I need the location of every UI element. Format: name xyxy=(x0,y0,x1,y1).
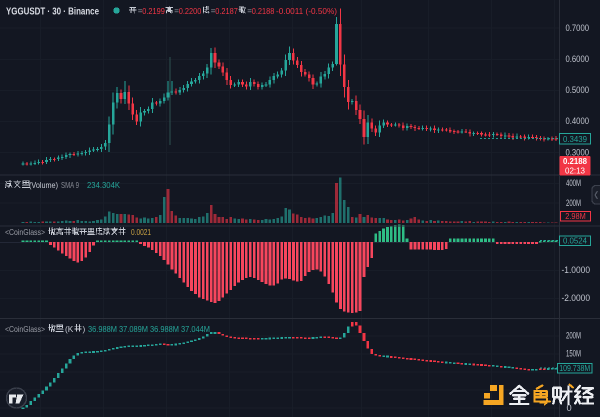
svg-text:-2.0000: -2.0000 xyxy=(562,293,591,303)
svg-text:0.0021: 0.0021 xyxy=(131,227,151,237)
svg-text:0.2200: 0.2200 xyxy=(179,7,202,16)
svg-text:=: = xyxy=(211,7,216,16)
svg-text:0.2188: 0.2188 xyxy=(252,7,275,16)
svg-text:200M: 200M xyxy=(566,331,581,341)
svg-text:0.2187: 0.2187 xyxy=(215,7,238,16)
svg-text:0.3000: 0.3000 xyxy=(566,147,590,157)
svg-text:400M: 400M xyxy=(566,178,581,188)
svg-text:200M: 200M xyxy=(566,198,581,208)
svg-text:): ) xyxy=(83,324,86,334)
svg-text:=: = xyxy=(138,7,143,16)
svg-text:150M: 150M xyxy=(566,349,581,359)
svg-text:0.5000: 0.5000 xyxy=(566,85,590,95)
svg-text:-0.0011 (-0.50%): -0.0011 (-0.50%) xyxy=(276,7,337,16)
svg-text:(Volume): (Volume) xyxy=(29,180,58,190)
svg-text:0.0524: 0.0524 xyxy=(563,236,587,246)
svg-text:=: = xyxy=(174,7,179,16)
svg-text:234.304K: 234.304K xyxy=(87,180,120,190)
svg-text:(K: (K xyxy=(65,324,74,334)
svg-text:02:13: 02:13 xyxy=(565,165,585,175)
svg-text:2.98M: 2.98M xyxy=(565,211,586,221)
svg-text:0.2188: 0.2188 xyxy=(563,156,587,166)
svg-text:<CoinGlass>: <CoinGlass> xyxy=(5,227,45,237)
svg-text:0.4000: 0.4000 xyxy=(566,116,590,126)
svg-text:<CoinGlass>: <CoinGlass> xyxy=(5,324,45,334)
svg-text:=: = xyxy=(247,7,252,16)
svg-text:0.3439: 0.3439 xyxy=(563,134,587,144)
svg-text:0.6000: 0.6000 xyxy=(566,54,590,64)
svg-text:109.738M: 109.738M xyxy=(559,364,590,373)
svg-text:0: 0 xyxy=(567,403,572,413)
svg-text:-1.0000: -1.0000 xyxy=(562,265,591,275)
svg-text:0.7000: 0.7000 xyxy=(566,23,590,33)
svg-text:SMA 9: SMA 9 xyxy=(61,180,79,190)
svg-text:36.988M 37.089M 36.988M 37.044: 36.988M 37.089M 36.988M 37.044M xyxy=(88,324,210,334)
svg-text:0.2199: 0.2199 xyxy=(142,7,165,16)
svg-text:YGGUSDT · 30 · Binance: YGGUSDT · 30 · Binance xyxy=(6,7,99,18)
